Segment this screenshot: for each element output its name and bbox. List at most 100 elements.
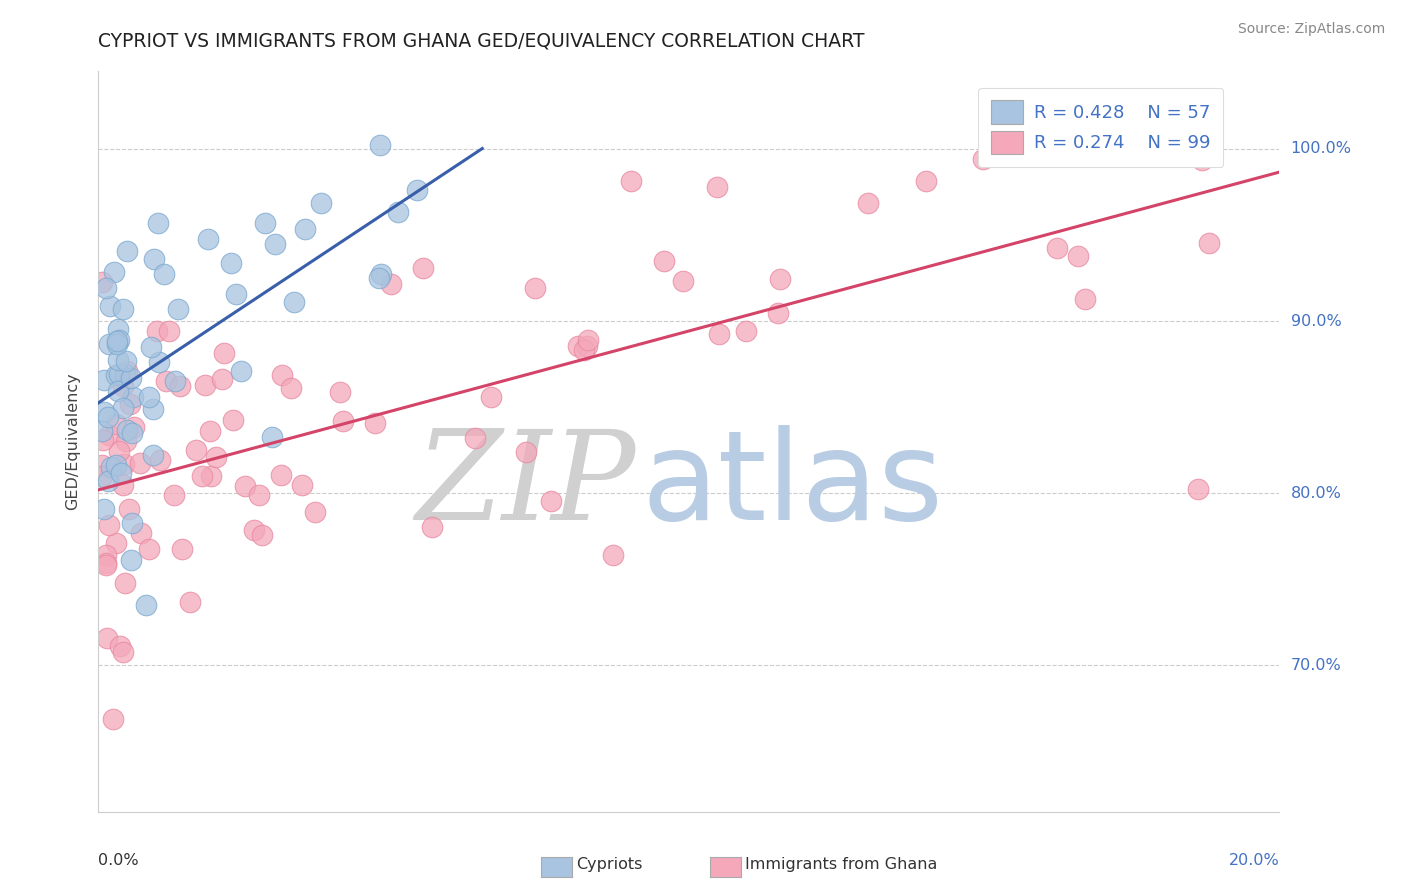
Point [672, 274, 695, 288]
Point [576, 333, 599, 347]
Point [329, 385, 352, 400]
Point [138, 541, 160, 556]
Text: Source: ZipAtlas.com: Source: ZipAtlas.com [1237, 22, 1385, 37]
Point [121, 516, 143, 531]
Point [118, 502, 141, 516]
Point [91, 424, 114, 438]
Point [121, 426, 143, 441]
Point [153, 267, 176, 281]
Point [157, 324, 180, 338]
Text: 70.0%: 70.0% [1291, 658, 1341, 673]
Point [114, 434, 136, 448]
Point [101, 712, 124, 726]
Point [97, 474, 120, 488]
Point [1045, 241, 1067, 255]
Point [104, 417, 127, 432]
Point [260, 430, 283, 444]
Point [856, 196, 879, 211]
Point [146, 216, 169, 230]
Point [129, 525, 152, 540]
Point [148, 355, 170, 369]
Point [120, 371, 142, 385]
Point [768, 306, 790, 320]
Point [283, 295, 305, 310]
Text: 0.0%: 0.0% [98, 854, 139, 869]
Legend: R = 0.428    N = 57, R = 0.274    N = 99: R = 0.428 N = 57, R = 0.274 N = 99 [979, 87, 1223, 167]
Point [104, 535, 127, 549]
Text: Cypriots: Cypriots [576, 857, 643, 872]
Point [1074, 292, 1097, 306]
Point [205, 450, 228, 464]
Text: 20.0%: 20.0% [1229, 854, 1279, 869]
Point [179, 595, 201, 609]
Point [271, 368, 294, 382]
Point [1191, 153, 1213, 167]
Y-axis label: GED/Equivalency: GED/Equivalency [65, 373, 80, 510]
Point [253, 215, 276, 229]
Point [194, 377, 217, 392]
Point [139, 340, 162, 354]
Point [735, 324, 758, 338]
Point [91, 469, 114, 483]
Point [412, 261, 434, 276]
Point [128, 456, 150, 470]
Point [706, 180, 728, 194]
Point [97, 410, 120, 425]
Point [112, 301, 135, 316]
Point [108, 333, 131, 347]
Point [110, 466, 132, 480]
Point [163, 374, 186, 388]
Point [225, 287, 247, 301]
Point [105, 458, 128, 473]
Point [575, 339, 598, 353]
Point [115, 244, 138, 258]
Point [1198, 235, 1220, 250]
Point [111, 645, 134, 659]
Point [420, 520, 443, 534]
Point [212, 346, 235, 360]
Point [311, 195, 333, 210]
Point [108, 444, 131, 458]
Point [707, 326, 730, 341]
Point [94, 280, 117, 294]
Point [98, 299, 121, 313]
Point [108, 367, 131, 381]
Point [94, 558, 117, 572]
Point [107, 384, 129, 399]
Point [149, 453, 172, 467]
Point [294, 221, 316, 235]
Point [1187, 483, 1209, 497]
Point [111, 477, 134, 491]
Point [97, 517, 120, 532]
Point [380, 277, 402, 291]
Point [142, 402, 165, 417]
Point [114, 368, 136, 382]
Text: 80.0%: 80.0% [1291, 485, 1341, 500]
Point [368, 138, 391, 153]
Point [406, 183, 429, 197]
Point [94, 556, 117, 570]
Point [110, 640, 132, 654]
Point [104, 368, 127, 382]
Point [652, 253, 675, 268]
Point [142, 252, 165, 267]
Point [263, 237, 285, 252]
Point [112, 401, 135, 415]
Point [186, 443, 208, 458]
Point [97, 337, 120, 351]
Point [364, 416, 387, 430]
Point [122, 390, 145, 404]
Point [103, 265, 125, 279]
Point [233, 479, 256, 493]
Point [146, 324, 169, 338]
Point [138, 390, 160, 404]
Point [114, 354, 136, 368]
Point [1180, 142, 1202, 156]
Point [107, 352, 129, 367]
Point [91, 433, 114, 447]
Point [90, 275, 112, 289]
Point [105, 334, 128, 349]
Point [370, 267, 392, 281]
Point [304, 505, 326, 519]
Point [211, 372, 233, 386]
